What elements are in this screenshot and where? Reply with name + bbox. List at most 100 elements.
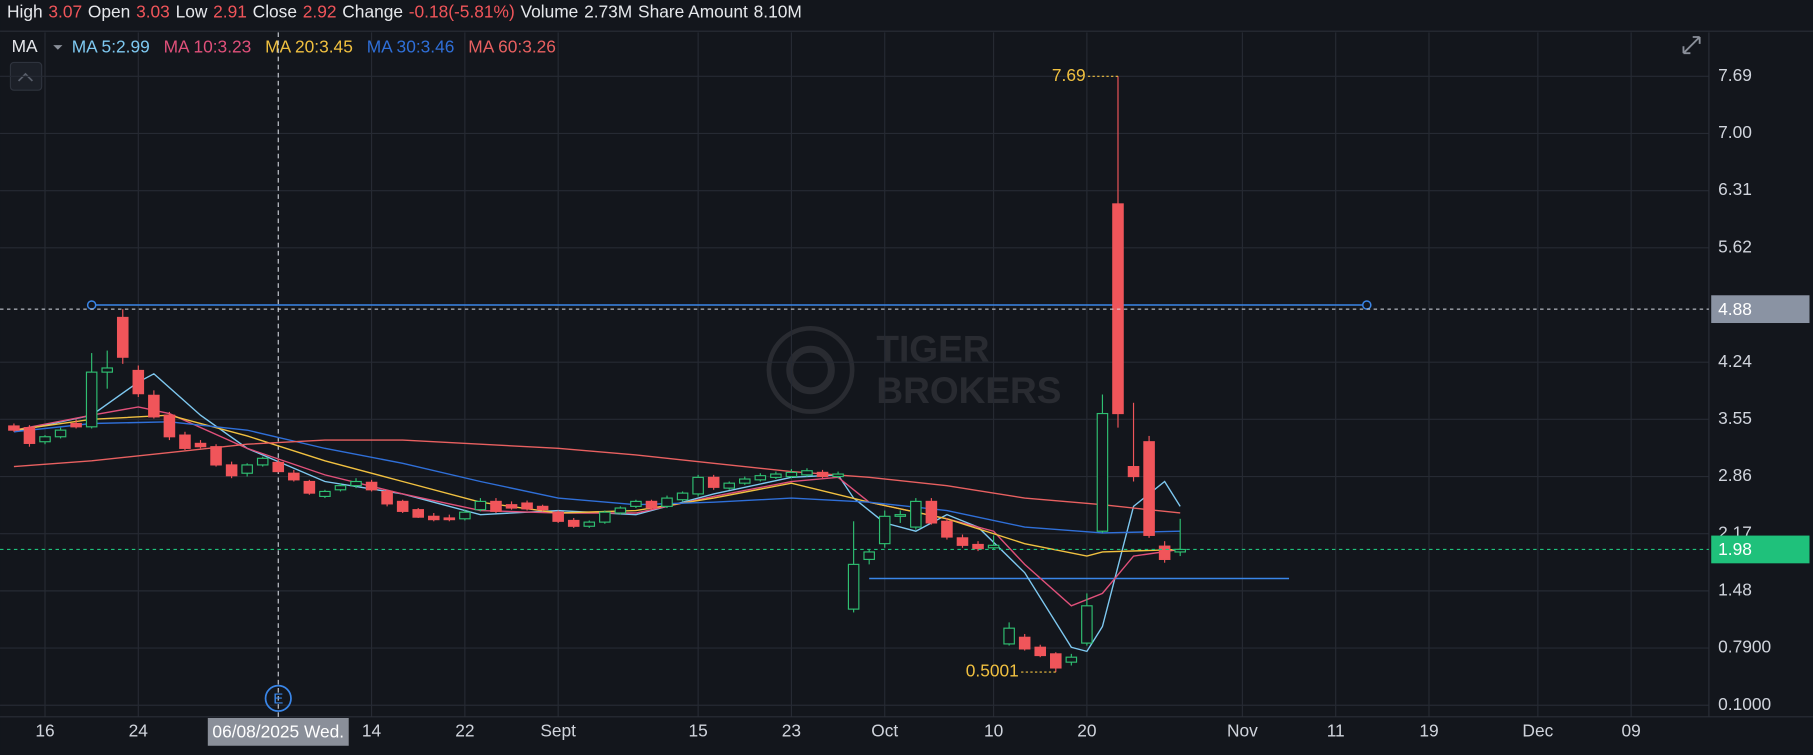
candle-body: [241, 464, 253, 474]
fullscreen-toggle[interactable]: [1682, 36, 1701, 55]
extreme-label: 7.69: [1052, 65, 1086, 85]
candle-body: [552, 511, 564, 522]
candle-body: [350, 480, 362, 487]
x-tick-label: 09: [1622, 720, 1641, 740]
x-tick-label: 10: [984, 720, 1003, 740]
candle-body: [583, 521, 596, 527]
candle-body: [645, 500, 658, 509]
candle-body: [8, 425, 20, 431]
watermark-text: TIGER: [876, 328, 989, 369]
candle-body: [894, 514, 907, 517]
header-label: Open: [88, 1, 130, 21]
candle-body: [490, 500, 502, 512]
header-label: Share Amount: [638, 1, 748, 21]
indicator-select[interactable]: MA: [12, 36, 38, 56]
x-tick-label: Dec: [1522, 720, 1553, 740]
x-tick-label: 14: [362, 720, 382, 740]
candle-body: [116, 316, 129, 358]
header-info: High 3.07 Open 3.03 Low 2.91 Close 2.92 Change -0…: [7, 1, 802, 21]
candle-body: [1003, 627, 1015, 645]
x-tick-label: 15: [688, 720, 707, 740]
candle-body: [1127, 466, 1140, 478]
candle-body: [443, 517, 456, 521]
candle-body: [396, 500, 409, 512]
y-tick-label: 6.31: [1718, 179, 1752, 199]
x-tick-label: 24: [129, 720, 149, 740]
ma-line: [13, 421, 1181, 534]
candle-body: [303, 480, 316, 494]
candle-body: [148, 394, 160, 418]
header-label: Volume: [521, 1, 579, 21]
watermark-logo-inner: [786, 345, 835, 395]
candle-body: [334, 485, 347, 491]
candle-body: [630, 500, 642, 507]
candle-body: [1018, 636, 1031, 650]
candle-body: [459, 511, 471, 520]
candle-body: [1096, 412, 1109, 532]
candle-body: [847, 563, 860, 610]
candle-body: [614, 507, 627, 514]
x-tick-label: Sept: [540, 720, 576, 740]
candle-body: [505, 504, 518, 509]
header-label: High: [7, 1, 43, 21]
legend-entry: MA 30:3.46: [367, 36, 455, 56]
candle-body: [754, 475, 767, 481]
ma-line: [13, 414, 1181, 557]
candle-body: [972, 543, 984, 550]
header-value: 3.07: [48, 1, 82, 21]
candle-body: [661, 497, 673, 507]
y-tick-label: 5.62: [1718, 236, 1752, 256]
candle-body: [770, 473, 782, 478]
header-label: Low: [176, 1, 208, 21]
candle-body: [179, 434, 191, 449]
fullscreen-icon: [1682, 36, 1701, 55]
candle-body: [23, 427, 36, 444]
candle-body: [319, 490, 331, 498]
candle-body: [1158, 545, 1171, 560]
legend-entry: MA 5:2.99: [72, 36, 150, 56]
header-value: 2.91: [213, 1, 247, 21]
y-tick-label: 0.1000: [1718, 694, 1771, 714]
candle-body: [878, 515, 891, 545]
candle-body: [676, 492, 689, 501]
candle-body: [910, 500, 922, 528]
candle-body: [427, 515, 440, 521]
collapse-icon: [17, 72, 34, 82]
drawn-line-handle: [1361, 300, 1372, 310]
drawn-line-handle: [86, 300, 97, 310]
grid: [0, 32, 1709, 717]
legend-entry: MA 20:3.45: [265, 36, 353, 56]
candle-body: [163, 414, 176, 438]
header-label: Close: [253, 1, 297, 21]
x-tick-label: 22: [455, 720, 474, 740]
header-label: Change: [342, 1, 403, 21]
candle-body: [70, 422, 82, 428]
event-marker-label: E: [273, 690, 283, 707]
y-tick-label: 7.00: [1718, 122, 1752, 142]
candle-body: [256, 457, 269, 466]
candle-body: [536, 505, 549, 511]
candle-body: [194, 442, 207, 448]
watermark-text: BROKERS: [876, 370, 1061, 411]
extreme-label: 0.5001: [966, 661, 1019, 681]
candle-body: [738, 478, 751, 484]
dropdown-arrow[interactable]: [53, 45, 63, 50]
candle-body: [925, 500, 938, 524]
candle-body: [1034, 646, 1047, 657]
event-marker: [264, 684, 292, 712]
candle-body: [210, 446, 222, 466]
legend-entry: MA 10:3.23: [164, 36, 252, 56]
candle-body: [816, 471, 829, 478]
candle-body: [132, 369, 145, 395]
candle-body: [567, 519, 580, 527]
ma-line: [13, 439, 1181, 514]
candle-body: [1081, 605, 1093, 644]
candle-body: [288, 472, 300, 481]
candle-body: [39, 436, 51, 443]
x-tick-label: 16: [35, 720, 54, 740]
candle-body: [272, 461, 285, 473]
x-tick-label: 20: [1077, 720, 1096, 740]
